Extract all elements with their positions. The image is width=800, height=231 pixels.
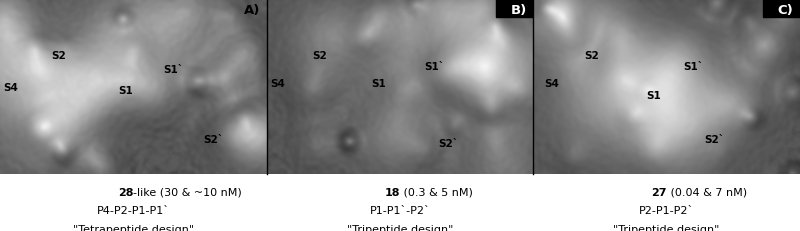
Text: S2: S2 bbox=[585, 51, 599, 61]
Text: "Tetrapeptide design": "Tetrapeptide design" bbox=[73, 224, 194, 231]
Text: S4: S4 bbox=[270, 79, 285, 89]
Text: B): B) bbox=[510, 4, 526, 17]
Text: S2`: S2` bbox=[438, 138, 458, 148]
Text: S2`: S2` bbox=[203, 134, 223, 145]
Text: P1-P1`-P2`: P1-P1`-P2` bbox=[370, 206, 430, 216]
Text: S1`: S1` bbox=[425, 61, 445, 71]
Text: S2`: S2` bbox=[705, 134, 725, 145]
Text: 28: 28 bbox=[118, 187, 134, 197]
Text: S1`: S1` bbox=[163, 65, 183, 75]
Bar bbox=[762, 0, 800, 17]
Text: S2: S2 bbox=[313, 51, 327, 61]
Text: "Tripeptide design": "Tripeptide design" bbox=[347, 224, 453, 231]
Text: A): A) bbox=[244, 4, 260, 17]
Text: S1: S1 bbox=[118, 86, 133, 96]
Text: -like (30 & ~10 nM): -like (30 & ~10 nM) bbox=[134, 187, 242, 197]
Text: S4: S4 bbox=[545, 79, 559, 89]
Bar bbox=[496, 0, 536, 17]
Text: (0.04 & 7 nM): (0.04 & 7 nM) bbox=[666, 187, 746, 197]
Text: 18: 18 bbox=[385, 187, 400, 197]
Text: P2-P1-P2`: P2-P1-P2` bbox=[639, 206, 694, 216]
Text: S1: S1 bbox=[371, 79, 386, 89]
Text: S2: S2 bbox=[51, 51, 66, 61]
Text: (0.3 & 5 nM): (0.3 & 5 nM) bbox=[400, 187, 473, 197]
Text: "Tripeptide design": "Tripeptide design" bbox=[614, 224, 720, 231]
Text: S4: S4 bbox=[3, 82, 18, 92]
Text: S1: S1 bbox=[646, 91, 661, 101]
Text: C): C) bbox=[778, 4, 794, 17]
Text: P4-P2-P1-P1`: P4-P2-P1-P1` bbox=[97, 206, 170, 216]
Text: S1`: S1` bbox=[683, 61, 703, 71]
Text: 27: 27 bbox=[651, 187, 666, 197]
